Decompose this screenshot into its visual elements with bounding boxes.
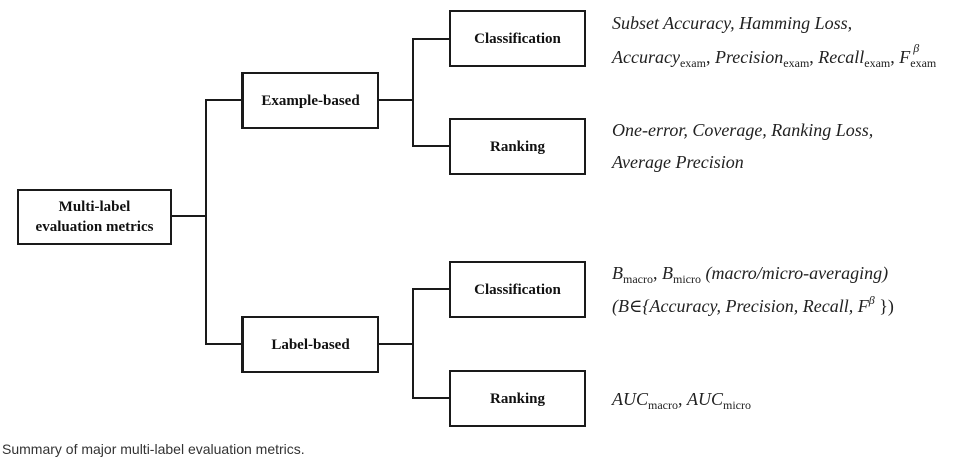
averaging-note: (macro/micro-averaging): [705, 263, 889, 283]
example-based-label: Example-based: [261, 92, 360, 109]
label-classification-metrics-line1: Bmacro, Bmicro (macro/micro-averaging): [612, 263, 889, 286]
connector-root-horizontal: [172, 215, 207, 217]
recall-term: Recall: [818, 47, 865, 67]
connector-to-example-ranking: [412, 145, 450, 147]
connector-root-vertical: [205, 99, 207, 345]
metric-set-text: (B∈{Accuracy, Precision, Recall, F: [612, 296, 869, 316]
b-micro-subscript: micro: [672, 272, 701, 286]
example-classification-metrics-text: Subset Accuracy, Hamming Loss,: [612, 13, 853, 33]
metric-set-beta: β: [868, 293, 875, 307]
connector-to-label-classification: [412, 288, 450, 290]
label-ranking-node: Ranking: [449, 370, 586, 427]
example-classification-metrics-line1: Subset Accuracy, Hamming Loss,: [612, 12, 852, 34]
example-based-node: Example-based: [241, 72, 379, 129]
precision-term: Precision: [714, 47, 784, 67]
label-classification-label: Classification: [474, 281, 561, 298]
b-macro-term: B: [612, 263, 623, 283]
example-classification-metrics-line2: Accuracyexam, Precisionexam, Recallexam,…: [612, 41, 937, 70]
auc-micro-subscript: micro: [722, 398, 751, 412]
example-classification-node: Classification: [449, 10, 586, 67]
accuracy-term: Accuracy: [612, 47, 680, 67]
connector-to-label-ranking: [412, 397, 450, 399]
root-node-line2: evaluation metrics: [35, 219, 154, 235]
root-node: Multi-label evaluation metrics: [17, 189, 172, 245]
connector-label-horizontal: [378, 343, 414, 345]
auc-micro-term: AUC: [686, 389, 723, 409]
example-ranking-metrics-text1: One-error, Coverage, Ranking Loss,: [612, 120, 874, 140]
connector-to-example: [205, 99, 242, 101]
precision-subscript: exam: [783, 56, 810, 70]
label-classification-metrics-line2: (B∈{Accuracy, Precision, Recall, Fβ }): [612, 293, 894, 317]
b-macro-subscript: macro: [623, 272, 653, 286]
example-ranking-label: Ranking: [489, 138, 546, 155]
f-beta-subscript: exam: [910, 56, 937, 70]
label-based-node: Label-based: [241, 316, 379, 373]
connector-example-vertical: [412, 38, 414, 147]
example-ranking-metrics-text2: Average Precision: [612, 152, 744, 172]
connector-label-vertical: [412, 288, 414, 399]
label-classification-node: Classification: [449, 261, 586, 318]
b-micro-term: B: [661, 263, 673, 283]
example-ranking-metrics-line2: Average Precision: [612, 151, 744, 173]
example-ranking-node: Ranking: [449, 118, 586, 175]
example-classification-label: Classification: [474, 30, 561, 47]
auc-macro-subscript: macro: [648, 398, 678, 412]
label-based-label: Label-based: [271, 336, 350, 353]
f-letter: F: [899, 47, 911, 67]
accuracy-subscript: exam: [679, 56, 706, 70]
connector-example-horizontal: [378, 99, 414, 101]
figure-caption: Summary of major multi-label evaluation …: [2, 441, 305, 457]
label-ranking-metrics-line: AUCmacro, AUCmicro: [612, 389, 751, 412]
metric-set-close: }): [879, 296, 894, 316]
connector-to-label: [205, 343, 242, 345]
label-ranking-label: Ranking: [489, 390, 546, 407]
connector-to-example-classification: [412, 38, 450, 40]
root-node-line1: Multi-label: [58, 199, 131, 215]
auc-macro-term: AUC: [612, 389, 648, 409]
recall-subscript: exam: [864, 56, 891, 70]
f-beta-superscript: β: [913, 41, 920, 55]
example-ranking-metrics-line1: One-error, Coverage, Ranking Loss,: [612, 119, 873, 141]
